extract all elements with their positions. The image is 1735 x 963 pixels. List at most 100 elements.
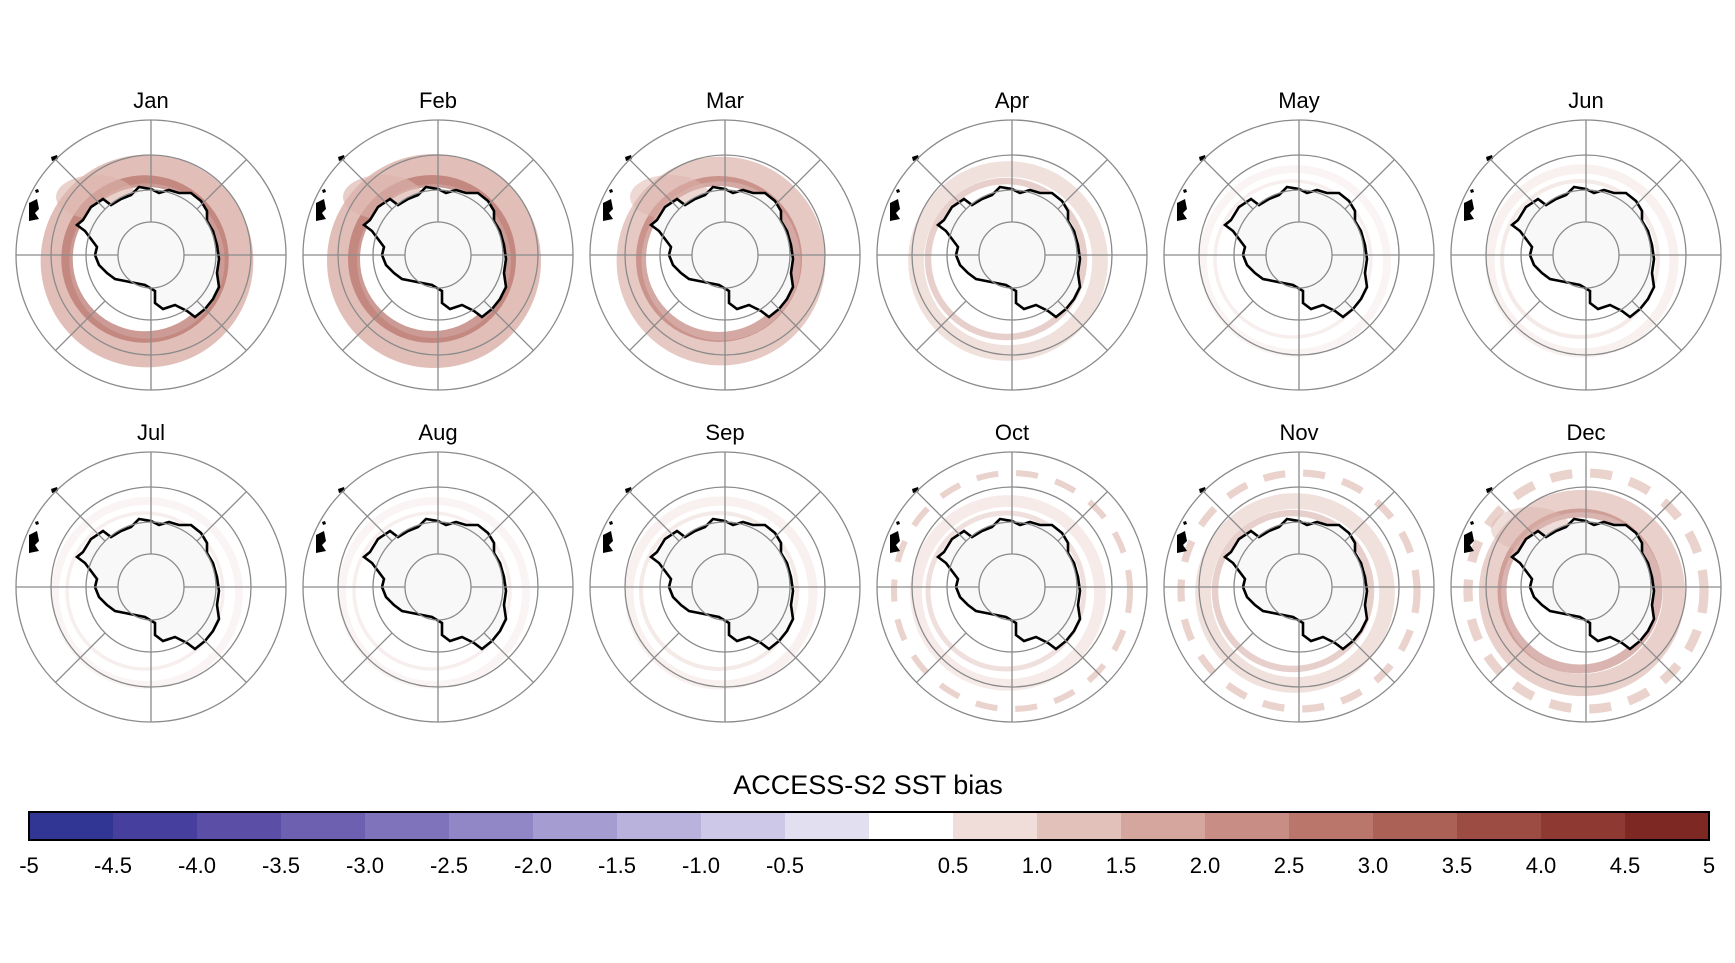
colorbar-bin [1289,812,1374,840]
colorbar-bin [701,812,786,840]
colorbar-bin [533,812,618,840]
colorbar-bin [1373,812,1458,840]
map-panel-jun: Jun [1450,88,1722,391]
polar-gridlines [302,119,574,391]
panel-title: Jan [133,88,168,113]
panel-title: Sep [705,420,744,445]
colorbar-bin [1457,812,1542,840]
colorbar-tick-label: -0.5 [766,853,804,878]
colorbar-tick-label: -3.0 [346,853,384,878]
colorbar-tick-label: -5 [19,853,39,878]
sst-bias-shading [891,470,1133,712]
map-panel-dec: Dec [1450,420,1722,723]
colorbar-tick-labels: -5 -4.5 -4.0 -3.5 -3.0 -2.5 -2.0 -1.5 -1.0 -0.5 0.… [19,853,1715,878]
polar-gridlines [302,451,574,723]
colorbar-tick-label: 2.0 [1190,853,1221,878]
colorbar-bin [785,812,870,840]
colorbar-bin [1625,812,1710,840]
map-panel-aug: Aug [302,420,574,723]
islands [1464,487,1493,553]
polar-gridlines [589,119,861,391]
colorbar-tick-label: -2.0 [514,853,552,878]
sst-bias-shading [338,497,530,689]
panel-title: May [1278,88,1320,113]
polar-gridlines [876,119,1148,391]
colorbar-tick-label: 0.5 [938,853,969,878]
sst-bias-shading [327,154,541,368]
colorbar-bin [365,812,450,840]
colorbar-tick-label: -4.5 [94,853,132,878]
colorbar-frame [28,811,1710,841]
antarctica-landmass [936,185,1082,319]
colorbar-bin [1541,812,1626,840]
colorbar-bin [953,812,1038,840]
islands [603,487,632,553]
colorbar-tick-label: 3.0 [1358,853,1389,878]
map-panel-apr: Apr [876,88,1148,391]
polar-gridlines [1450,451,1722,723]
panel-title: Nov [1279,420,1318,445]
polar-gridlines [876,451,1148,723]
antarctica-landmass [1510,185,1656,319]
sst-bias-shading [908,161,1108,361]
colorbar-bins [29,812,1710,840]
panel-title: Jul [137,420,165,445]
antarctica-landmass [362,185,508,319]
colorbar-bin [1037,812,1122,840]
panel-title: Dec [1566,420,1605,445]
panel-title: Apr [995,88,1029,113]
islands [316,487,345,553]
sst-bias-shading [51,497,243,689]
antarctica-landmass [936,517,1082,651]
sst-bias-shading [1485,164,1679,358]
antarctica-landmass [362,517,508,651]
map-panel-nov: Nov [1163,420,1435,723]
sst-bias-shading [1463,468,1709,714]
colorbar-tick-label: 2.5 [1274,853,1305,878]
colorbar-tick-label: 4.0 [1526,853,1557,878]
colorbar-bin [617,812,702,840]
sst-bias-shading [1199,165,1391,357]
colorbar-bin [869,812,954,840]
polar-gridlines [589,451,861,723]
colorbar-tick-label: 4.5 [1610,853,1641,878]
colorbar-bin [449,812,534,840]
colorbar-bin [197,812,282,840]
antarctica-landmass [75,517,221,651]
colorbar-bin [113,812,198,840]
polar-gridlines [1450,119,1722,391]
panel-title: Feb [419,88,457,113]
panel-title: Jun [1568,88,1603,113]
islands [29,155,58,221]
polar-gridlines [15,451,287,723]
islands [890,487,919,553]
colorbar-bin [29,812,114,840]
panel-title: Oct [995,420,1029,445]
panel-title: Aug [418,420,457,445]
map-panel-jan: Jan [15,88,287,391]
panel-title: Mar [706,88,744,113]
map-panel-sep: Sep [589,420,861,723]
colorbar-tick-label: 1.5 [1106,853,1137,878]
map-panel-may: May [1163,88,1435,391]
colorbar-tick-label: -1.0 [682,853,720,878]
antarctica-landmass [649,517,795,651]
antarctica-landmass [1510,517,1656,651]
colorbar-tick-label: -3.5 [262,853,300,878]
polar-gridlines [1163,451,1435,723]
polar-gridlines [15,119,287,391]
polar-gridlines [1163,119,1435,391]
colorbar-title: ACCESS-S2 SST bias [733,770,1003,800]
colorbar-bin [1205,812,1290,840]
colorbar-bin [1121,812,1206,840]
colorbar-tick-label: 3.5 [1442,853,1473,878]
sst-bias-shading [1177,469,1421,713]
antarctica-landmass [1223,517,1369,651]
colorbar-tick-label: -4.0 [178,853,216,878]
antarctica-landmass [75,185,221,319]
monthly-map-panels: Jan Feb Mar Apr May Jun Jul Aug Sep Oct Nov Dec [15,88,1722,723]
colorbar-bin [281,812,366,840]
colorbar-tick-label: 1.0 [1022,853,1053,878]
antarctica-landmass [1223,185,1369,319]
